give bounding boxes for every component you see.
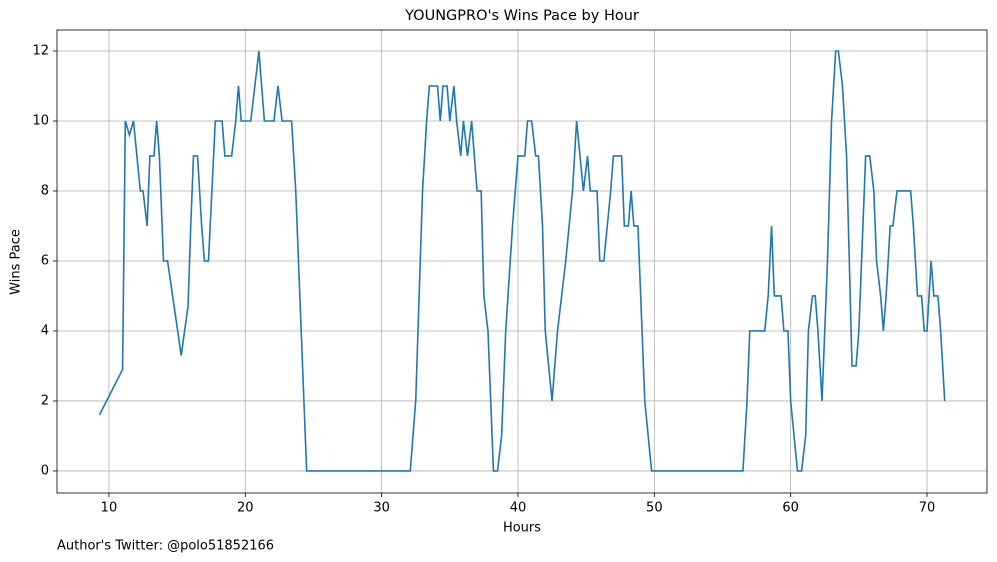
y-tick-label: 4	[41, 323, 49, 338]
x-axis-label: Hours	[503, 521, 541, 536]
x-tick-label: 50	[646, 501, 663, 516]
data-line	[98, 50, 946, 472]
x-tick-label: 10	[101, 501, 118, 516]
y-tick-label: 8	[41, 183, 49, 198]
y-tick-label: 10	[32, 113, 49, 128]
chart-title: YOUNGPRO's Wins Pace by Hour	[404, 8, 639, 24]
x-tick-label: 60	[782, 501, 799, 516]
y-axis-label: Wins Pace	[9, 229, 24, 295]
x-tick-label: 30	[373, 501, 390, 516]
x-tick-label: 40	[510, 501, 527, 516]
y-tick-label: 12	[32, 43, 49, 58]
y-tick-label: 0	[41, 463, 49, 478]
y-tick-label: 2	[41, 393, 49, 408]
y-tick-label: 6	[41, 253, 49, 268]
x-tick-label: 20	[237, 501, 254, 516]
author-note: Author's Twitter: @polo51852166	[57, 539, 274, 554]
plot-frame	[56, 29, 988, 494]
x-tick-label: 70	[919, 501, 936, 516]
